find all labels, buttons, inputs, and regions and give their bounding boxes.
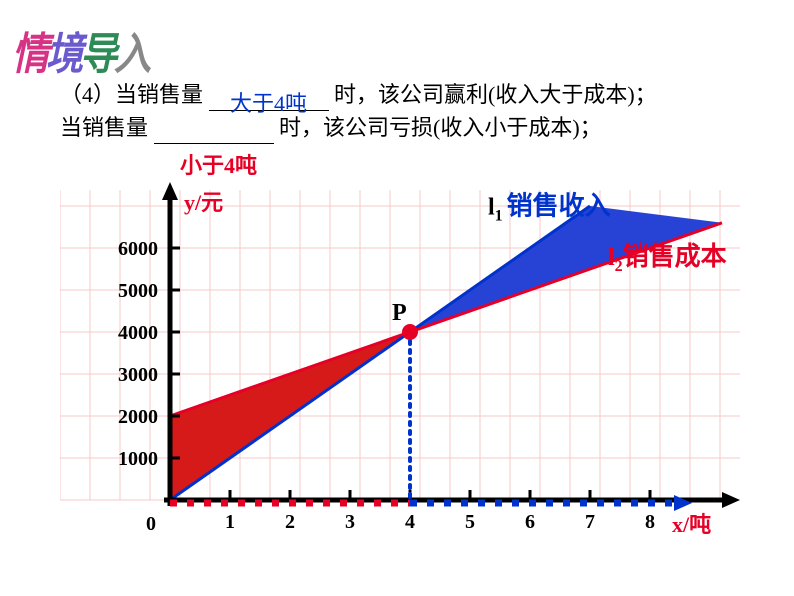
svg-text:3: 3 — [345, 511, 355, 533]
svg-text:4000: 4000 — [118, 322, 158, 344]
svg-text:5000: 5000 — [118, 280, 158, 302]
title-art: 情境导入 — [12, 18, 148, 82]
svg-text:8: 8 — [645, 511, 655, 533]
question-block: （4）当销售量 大于4吨 时，该公司赢利(收入大于成本)； 当销售量 时，该公司… — [60, 78, 774, 144]
svg-text:2: 2 — [285, 511, 295, 533]
svg-text:5: 5 — [465, 511, 475, 533]
chart-svg: 1000 2000 3000 4000 5000 6000 1 2 3 4 5 6 7 8 P 0 y/元 x/吨… — [60, 180, 760, 580]
svg-text:l2销售成本: l2销售成本 — [608, 241, 727, 275]
fill-blank-1: 大于4吨 — [209, 87, 329, 111]
chart: 1000 2000 3000 4000 5000 6000 1 2 3 4 5 6 7 8 P 0 y/元 x/吨… — [60, 180, 760, 580]
svg-text:P: P — [392, 300, 407, 326]
svg-text:x/吨: x/吨 — [672, 512, 711, 537]
svg-text:1: 1 — [225, 511, 235, 533]
q4b-prefix: 当销售量 — [60, 115, 148, 140]
svg-text:2000: 2000 — [118, 406, 158, 428]
q4b-mid: 时，该公司亏损(收入小于成本)； — [279, 115, 602, 140]
svg-text:y/元: y/元 — [184, 190, 223, 215]
answer-2: 小于4吨 — [180, 148, 257, 180]
q4-prefix: （4）当销售量 — [60, 82, 203, 107]
svg-text:7: 7 — [585, 511, 595, 533]
svg-text:6: 6 — [525, 511, 535, 533]
svg-text:3000: 3000 — [118, 364, 158, 386]
svg-text:l1 销售收入: l1 销售收入 — [488, 190, 611, 224]
svg-text:1000: 1000 — [118, 448, 158, 470]
q4-mid: 时，该公司赢利(收入大于成本)； — [334, 82, 657, 107]
svg-text:6000: 6000 — [118, 238, 158, 260]
fill-blank-2 — [154, 120, 274, 144]
svg-text:4: 4 — [405, 511, 415, 533]
svg-text:0: 0 — [146, 513, 156, 535]
